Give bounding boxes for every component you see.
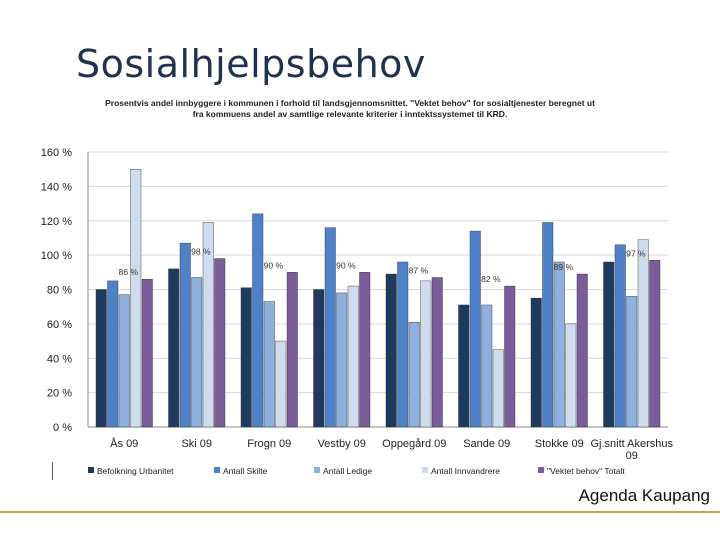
bar bbox=[191, 277, 203, 428]
legend-swatch bbox=[214, 467, 220, 473]
bar bbox=[118, 294, 130, 428]
data-label: 90 % bbox=[264, 260, 284, 270]
x-tick-label: Vestby 09 bbox=[318, 438, 366, 450]
bar bbox=[347, 285, 359, 428]
bar bbox=[504, 285, 516, 428]
bar bbox=[565, 323, 577, 428]
slide-title: Sosialhjelpsbehov bbox=[76, 42, 426, 86]
legend-swatch bbox=[538, 467, 544, 473]
bar bbox=[202, 222, 214, 428]
y-tick-label: 80 % bbox=[47, 285, 72, 297]
x-tick-label: Stokke 09 bbox=[535, 438, 584, 450]
bar bbox=[336, 292, 348, 428]
bar bbox=[168, 268, 180, 428]
data-label: 86 % bbox=[119, 267, 139, 277]
data-label: 90 % bbox=[336, 260, 356, 270]
bar bbox=[397, 261, 409, 428]
footer-line bbox=[0, 511, 720, 513]
y-tick-label: 20 % bbox=[47, 388, 72, 400]
bar bbox=[431, 277, 443, 428]
chart-title: Prosentvis andel innbyggere i kommunen i… bbox=[105, 98, 595, 119]
bar bbox=[107, 280, 119, 428]
x-tick-label-line: Ski 09 bbox=[181, 438, 212, 450]
bar bbox=[130, 168, 142, 428]
legend-label: Antall Skilte bbox=[223, 466, 268, 476]
bar bbox=[603, 261, 615, 428]
y-tick-label: 100 % bbox=[41, 250, 72, 262]
bar bbox=[324, 227, 336, 428]
bar bbox=[252, 213, 264, 428]
data-label: 97 % bbox=[626, 248, 646, 258]
legend-label: Antall Ledige bbox=[323, 466, 372, 476]
bar bbox=[626, 296, 638, 428]
x-tick-label-line: Oppegård 09 bbox=[382, 438, 446, 450]
data-label: 87 % bbox=[409, 265, 429, 275]
y-tick-label: 40 % bbox=[47, 353, 72, 365]
y-tick-label: 0 % bbox=[53, 422, 72, 434]
legend-label: Antall Innvandrere bbox=[431, 466, 500, 476]
x-tick-label-line: Ås 09 bbox=[110, 437, 138, 450]
bar bbox=[637, 239, 649, 428]
data-label: 82 % bbox=[481, 274, 501, 284]
bar bbox=[359, 272, 371, 428]
bar bbox=[286, 272, 298, 428]
x-tick-label: Sande 09 bbox=[463, 438, 510, 450]
x-tick-label: Ski 09 bbox=[181, 438, 212, 450]
x-tick-label-line: Gj.snitt Akershus bbox=[590, 438, 673, 450]
footer-text: Agenda Kaupang bbox=[578, 486, 710, 505]
bar bbox=[95, 289, 107, 428]
legend-swatch bbox=[314, 467, 320, 473]
bar bbox=[385, 273, 397, 428]
bar bbox=[649, 260, 661, 428]
bar bbox=[240, 287, 252, 428]
x-tick-label: Oppegård 09 bbox=[382, 438, 446, 450]
x-tick-label-line: Sande 09 bbox=[463, 438, 510, 450]
data-label: 89 % bbox=[554, 262, 574, 272]
x-tick-label-line: Frogn 09 bbox=[247, 438, 291, 450]
y-tick-label: 120 % bbox=[41, 216, 72, 228]
legend-label: "Vektet behov" Totalt bbox=[547, 466, 625, 476]
bar bbox=[214, 258, 226, 428]
legend-label: Befolkning Urbanitet bbox=[97, 466, 174, 476]
x-tick-label: Ås 09 bbox=[110, 437, 138, 450]
bar bbox=[576, 273, 588, 428]
bar bbox=[263, 301, 275, 428]
y-tick-label: 160 % bbox=[41, 147, 72, 159]
legend-divider bbox=[52, 462, 53, 480]
legend-swatch bbox=[422, 467, 428, 473]
bar bbox=[420, 280, 432, 428]
bar bbox=[408, 321, 420, 428]
bar bbox=[313, 289, 325, 428]
bar bbox=[542, 222, 554, 428]
bar bbox=[469, 230, 481, 428]
legend-swatch bbox=[88, 467, 94, 473]
x-tick-label-line: Stokke 09 bbox=[535, 438, 584, 450]
x-tick-label-line: 09 bbox=[626, 450, 638, 462]
x-tick-label: Gj.snitt Akershus 09 bbox=[590, 438, 673, 462]
bar bbox=[179, 242, 191, 428]
bar bbox=[530, 297, 542, 428]
bar bbox=[141, 278, 153, 428]
bar bbox=[553, 261, 565, 428]
bar bbox=[458, 304, 470, 428]
bar bbox=[481, 304, 493, 428]
bar bbox=[275, 340, 287, 428]
x-tick-label-line: Vestby 09 bbox=[318, 438, 366, 450]
data-label: 98 % bbox=[191, 247, 211, 257]
bar bbox=[492, 349, 504, 428]
y-tick-label: 60 % bbox=[47, 319, 72, 331]
x-tick-label: Frogn 09 bbox=[247, 438, 291, 450]
y-tick-label: 140 % bbox=[41, 181, 72, 193]
bar bbox=[614, 244, 626, 428]
